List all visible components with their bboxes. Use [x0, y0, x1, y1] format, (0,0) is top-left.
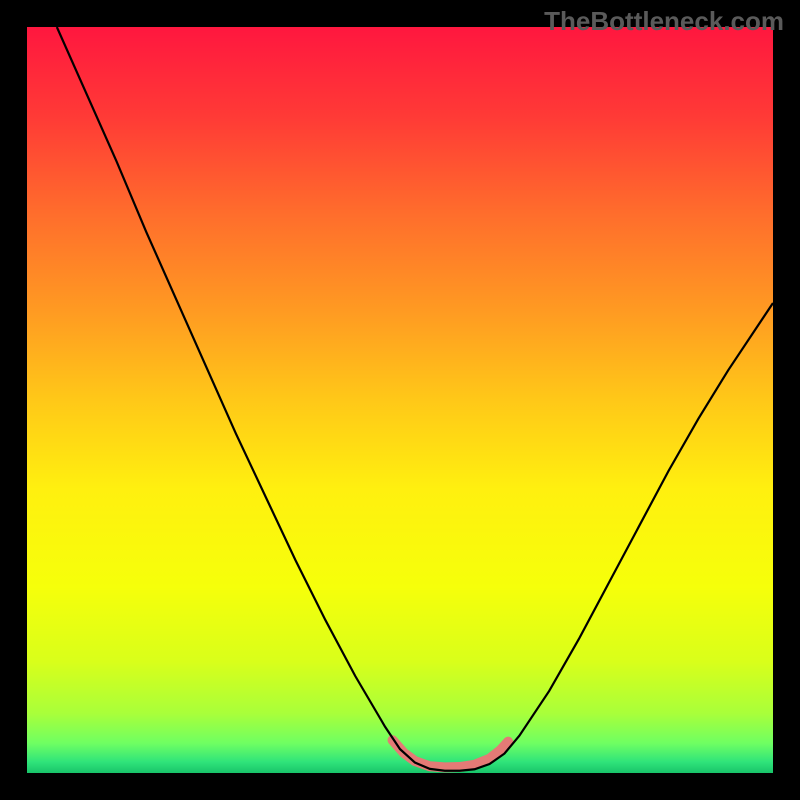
chart-svg: [27, 27, 773, 773]
watermark-text: TheBottleneck.com: [544, 6, 784, 37]
gradient-background: [27, 27, 773, 773]
chart-container: TheBottleneck.com: [0, 0, 800, 800]
plot-area: [27, 27, 773, 773]
